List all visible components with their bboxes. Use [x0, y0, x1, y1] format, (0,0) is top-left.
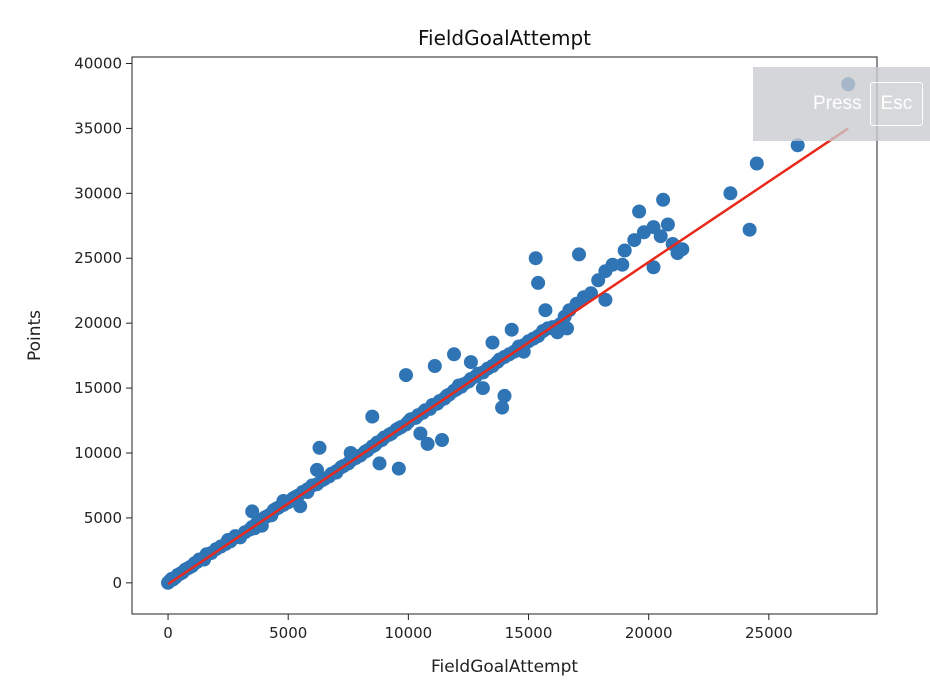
scatter-point — [660, 217, 675, 232]
scatter-point — [495, 400, 510, 415]
scatter-point — [598, 292, 613, 307]
x-axis-label: FieldGoalAttempt — [431, 657, 578, 677]
scatter-point — [560, 321, 574, 336]
x-tick-label: 25000 — [745, 624, 793, 642]
scatter-point — [632, 204, 647, 219]
scatter-point — [646, 220, 661, 235]
scatter-point — [531, 275, 546, 290]
y-tick-label: 5000 — [84, 509, 122, 527]
scatter-point — [790, 138, 805, 153]
scatter-point — [572, 247, 586, 262]
y-tick-label: 30000 — [74, 184, 122, 202]
x-tick-label: 15000 — [505, 624, 553, 642]
press-label: Press — [813, 93, 862, 114]
scatter-point — [475, 381, 490, 396]
x-axis-ticks: 0 5000 10000 15000 20000 25000 — [163, 614, 793, 642]
scatter-point — [584, 286, 598, 301]
scatter-point — [310, 462, 324, 477]
scatter-point — [617, 243, 632, 258]
y-axis-label: Points — [25, 310, 45, 361]
x-tick-label: 5000 — [269, 624, 307, 642]
scatter-point — [343, 446, 358, 460]
scatter-point — [427, 359, 442, 373]
scatter-point — [497, 388, 512, 403]
x-tick-label: 10000 — [385, 624, 433, 642]
fullscreen-exit-hint[interactable]: Press Esc — [753, 67, 930, 141]
scatter-point — [463, 355, 478, 370]
x-tick-label: 0 — [163, 624, 173, 642]
esc-key-button[interactable]: Esc — [869, 82, 924, 126]
y-tick-label: 20000 — [74, 314, 122, 332]
scatter-point — [399, 368, 413, 383]
scatter-point — [312, 440, 327, 455]
scatter-point — [245, 504, 260, 519]
scatter-point — [627, 233, 642, 248]
chart-title: FieldGoalAttempt — [418, 26, 591, 50]
scatter-point — [413, 426, 428, 441]
plot-frame — [131, 56, 878, 615]
y-axis-ticks: 0 5000 10000 15000 20000 25000 30000 35000 40000 — [74, 54, 132, 592]
scatter-point — [656, 192, 671, 207]
scatter-point — [504, 322, 519, 337]
scatter-point — [221, 533, 236, 547]
scatter-point — [749, 156, 764, 171]
y-tick-label: 0 — [112, 574, 122, 592]
scatter-point — [420, 436, 435, 451]
scatter-point — [451, 378, 466, 393]
regression-line — [167, 127, 849, 586]
scatter-point — [615, 257, 630, 272]
y-tick-label: 10000 — [74, 444, 122, 462]
scatter-point — [723, 186, 738, 201]
x-tick-label: 20000 — [625, 624, 673, 642]
scatter-point — [646, 260, 661, 275]
y-tick-label: 35000 — [74, 119, 122, 137]
scatter-point — [293, 499, 308, 514]
scatter-point — [538, 303, 553, 318]
scatter-point — [447, 347, 461, 362]
scatter-point — [372, 456, 387, 471]
y-tick-label: 15000 — [74, 379, 122, 397]
scatter-point — [742, 222, 757, 237]
scatter-point — [435, 433, 449, 447]
scatter-point — [675, 242, 690, 257]
scatter-point — [605, 257, 620, 272]
y-tick-label: 25000 — [74, 249, 122, 267]
scatter-point — [365, 409, 380, 424]
y-tick-label: 40000 — [74, 54, 122, 72]
plot-area — [161, 77, 856, 590]
scatter-point — [528, 251, 543, 266]
scatter-point — [391, 461, 406, 476]
scatter-point — [485, 335, 500, 350]
